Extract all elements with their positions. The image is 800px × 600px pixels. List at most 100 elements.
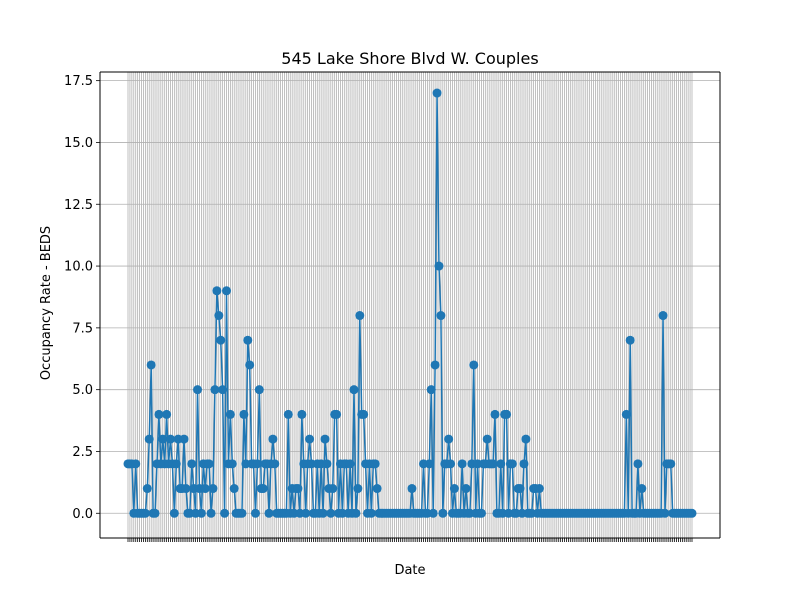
data-point [461,484,471,494]
data-point [222,286,232,296]
data-point [502,409,512,419]
data-point [254,385,264,395]
data-point [214,311,224,321]
series-occupancy [123,88,697,518]
data-point [237,508,247,518]
data-point [449,484,459,494]
data-point [220,508,230,518]
data-point [227,459,237,469]
data-point [633,459,643,469]
data-point [181,484,191,494]
data-point [424,459,434,469]
y-axis-label: Occupancy Rate - BEDS [39,226,54,380]
data-point [359,409,369,419]
data-point [436,311,446,321]
data-point [318,508,328,518]
y-tick-label: 7.5 [72,321,93,336]
data-point [293,484,303,494]
data-point [515,484,525,494]
data-point [660,508,670,518]
data-point [488,459,498,469]
x-axis [127,538,693,542]
data-point [212,286,222,296]
data-point [239,409,249,419]
data-point [351,508,361,518]
data-point [146,360,156,370]
data-point [162,409,172,419]
data-point [355,311,365,321]
data-point [216,335,226,345]
data-point [245,360,255,370]
data-point [366,508,376,518]
data-point [687,508,697,518]
data-point [434,261,444,271]
data-point [200,484,210,494]
data-point [210,385,220,395]
y-tick-label: 17.5 [64,74,93,89]
data-point [229,484,239,494]
y-tick-label: 5.0 [72,383,93,398]
data-point [446,459,456,469]
data-point [625,335,635,345]
data-point [283,409,293,419]
data-point [438,508,448,518]
data-point [171,459,181,469]
data-point [208,484,218,494]
data-point [270,459,280,469]
data-point [444,434,454,444]
data-point [264,508,274,518]
data-point [187,459,197,469]
data-point [326,508,336,518]
data-point [301,508,311,518]
y-tick-label: 2.5 [72,445,93,460]
data-point [407,484,417,494]
data-point [297,409,307,419]
data-point [372,484,382,494]
data-point [258,484,268,494]
x-gridlines [127,72,693,538]
data-point [305,434,315,444]
data-point [482,434,492,444]
data-point [140,508,150,518]
data-point [430,360,440,370]
data-point [370,459,380,469]
data-point [131,459,141,469]
data-point [345,459,355,469]
data-point [476,508,486,518]
data-point [534,484,544,494]
data-point [268,434,278,444]
data-point [322,459,332,469]
data-point [353,484,363,494]
data-point [243,335,253,345]
data-point [426,385,436,395]
data-point [179,434,189,444]
data-point [252,459,262,469]
data-point [349,385,359,395]
data-point [666,459,676,469]
data-point [428,508,438,518]
y-tick-label: 0.0 [72,507,93,522]
data-point [519,459,529,469]
data-point [158,434,168,444]
data-point [169,508,179,518]
data-point [204,459,214,469]
data-point [206,508,216,518]
data-point [457,459,467,469]
data-point [658,311,668,321]
data-point [320,434,330,444]
data-point [218,385,228,395]
data-point [507,459,517,469]
data-point [250,508,260,518]
data-point [496,459,506,469]
data-point [150,508,160,518]
data-point [142,484,152,494]
data-point [621,409,631,419]
data-point [144,434,154,444]
x-axis-label: Date [394,563,425,578]
data-point [469,360,479,370]
data-point [154,409,164,419]
data-point [196,508,206,518]
data-point [332,409,342,419]
y-axis: 0.0 2.5 5.0 7.5 10.0 12.5 15.0 17.5 [64,74,100,522]
